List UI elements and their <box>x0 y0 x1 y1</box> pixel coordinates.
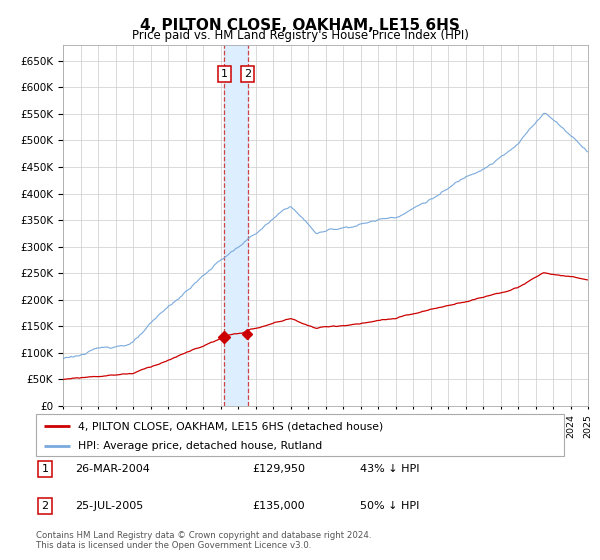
Text: £135,000: £135,000 <box>252 501 305 511</box>
FancyBboxPatch shape <box>36 414 564 456</box>
Text: 1: 1 <box>221 69 227 79</box>
Text: 1: 1 <box>41 464 49 474</box>
Text: Price paid vs. HM Land Registry's House Price Index (HPI): Price paid vs. HM Land Registry's House … <box>131 29 469 42</box>
Text: 25-JUL-2005: 25-JUL-2005 <box>75 501 143 511</box>
Text: 4, PILTON CLOSE, OAKHAM, LE15 6HS: 4, PILTON CLOSE, OAKHAM, LE15 6HS <box>140 18 460 33</box>
Text: £129,950: £129,950 <box>252 464 305 474</box>
Text: 2: 2 <box>244 69 251 79</box>
Text: HPI: Average price, detached house, Rutland: HPI: Average price, detached house, Rutl… <box>78 441 322 451</box>
Text: 43% ↓ HPI: 43% ↓ HPI <box>360 464 419 474</box>
Text: Contains HM Land Registry data © Crown copyright and database right 2024.
This d: Contains HM Land Registry data © Crown c… <box>36 531 371 550</box>
Text: 2: 2 <box>41 501 49 511</box>
Text: 26-MAR-2004: 26-MAR-2004 <box>75 464 150 474</box>
Bar <box>224 45 248 406</box>
Text: 4, PILTON CLOSE, OAKHAM, LE15 6HS (detached house): 4, PILTON CLOSE, OAKHAM, LE15 6HS (detac… <box>78 421 383 431</box>
Text: 50% ↓ HPI: 50% ↓ HPI <box>360 501 419 511</box>
